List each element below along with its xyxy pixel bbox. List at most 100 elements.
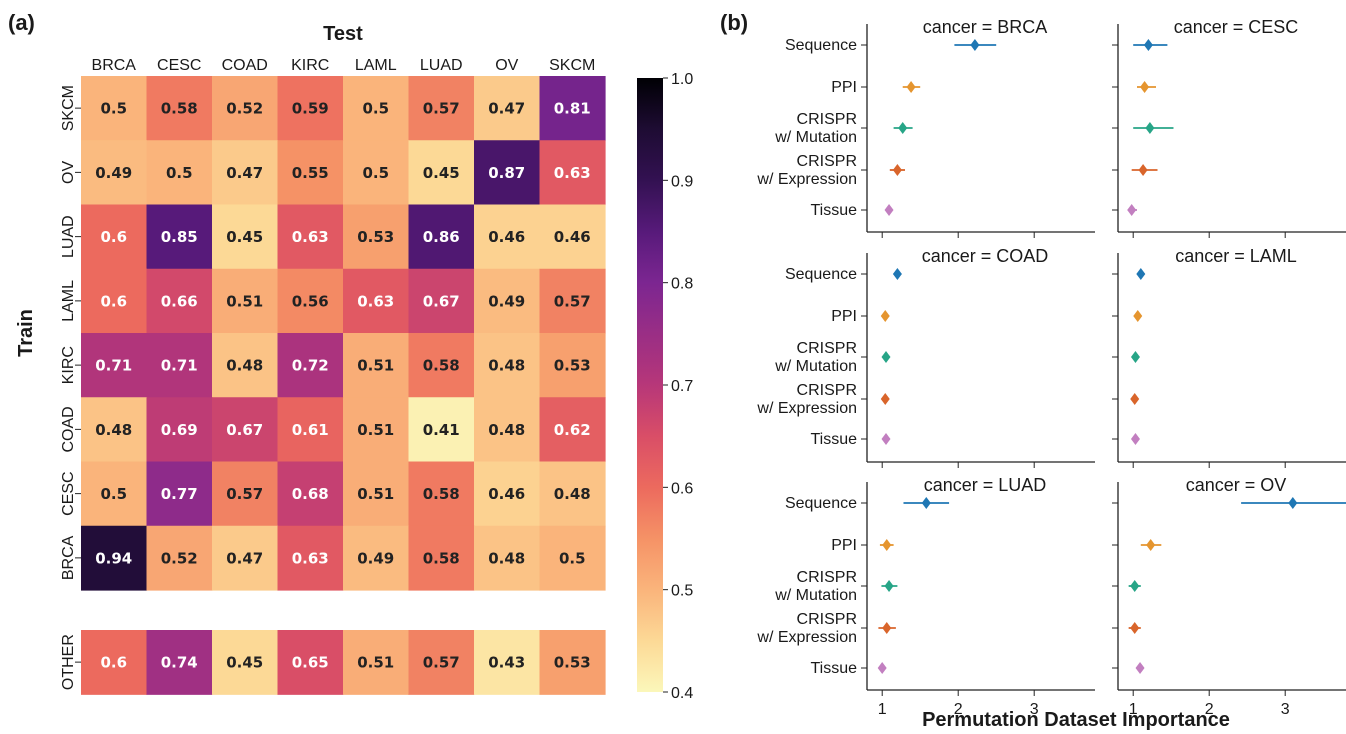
cell-value: 0.5: [100, 485, 127, 503]
point-marker: [1135, 662, 1145, 674]
dotplot-panel: cancer = BRCA Sequence PPI CRISPR w/ Mutatio…: [756, 17, 1346, 731]
cell-value: 0.48: [488, 357, 525, 375]
cell-value: 0.51: [357, 421, 394, 439]
heatmap-cell: [408, 204, 475, 270]
heatmap-cell: [539, 76, 606, 141]
category-label-line: w/ Expression: [756, 171, 857, 188]
cell-value: 0.57: [423, 654, 460, 672]
cell-value: 0.74: [161, 654, 198, 672]
category-label: CRISPR w/ Expression: [756, 153, 857, 188]
y-tick-label: CESC: [60, 471, 77, 515]
x-axis-title: Permutation Dataset Importance: [922, 709, 1230, 731]
heatmap-cell: [343, 630, 410, 695]
x-tick-label: OV: [495, 57, 518, 74]
heatmap-cell: [146, 204, 213, 270]
category-label-line: CRISPR: [797, 611, 857, 628]
x-tick-label: 3: [1030, 701, 1039, 718]
category-label: Tissue: [810, 431, 857, 448]
heatmap-cell: [146, 268, 213, 334]
cell-value: 0.52: [161, 549, 198, 567]
cell-value: 0.51: [357, 654, 394, 672]
point-marker: [970, 39, 980, 51]
cell-value: 0.71: [95, 357, 132, 375]
category-label-line: PPI: [831, 537, 857, 554]
heatmap-cell: [474, 140, 541, 206]
point-marker: [881, 351, 891, 363]
category-label: CRISPR w/ Expression: [756, 382, 857, 417]
point-marker: [1143, 39, 1153, 51]
x-tick-label: CESC: [157, 57, 201, 74]
point-marker: [880, 310, 890, 322]
heatmap-cell: [81, 76, 148, 141]
cell-value: 0.69: [161, 421, 198, 439]
category-label-line: CRISPR: [797, 569, 857, 586]
heatmap-cell: [277, 333, 344, 398]
panel-label-a: (a): [8, 10, 35, 35]
x-tick-label: 1: [878, 701, 887, 718]
x-tick-label: SKCM: [549, 57, 595, 74]
category-label: Tissue: [810, 202, 857, 219]
heatmap-cell: [146, 333, 213, 398]
point-marker: [884, 204, 894, 216]
cell-value: 0.45: [226, 228, 263, 246]
cell-value: 0.58: [423, 357, 460, 375]
cell-value: 0.48: [95, 421, 132, 439]
point-marker: [892, 164, 902, 176]
heatmap-cell: [474, 525, 541, 591]
point-marker: [1133, 310, 1143, 322]
cell-value: 0.56: [292, 292, 329, 310]
y-tick-label: COAD: [60, 406, 77, 452]
heatmap-cell: [146, 630, 213, 695]
category-label-line: PPI: [831, 79, 857, 96]
category-label-line: Tissue: [810, 202, 857, 219]
colorbar-tick-label: 0.5: [671, 583, 693, 600]
point-marker: [1130, 580, 1140, 592]
cell-value: 0.81: [554, 100, 591, 118]
category-label: PPI: [831, 308, 857, 325]
category-label-line: Sequence: [785, 266, 857, 283]
cell-value: 0.5: [559, 549, 586, 567]
heatmap-cell: [81, 461, 148, 527]
cell-value: 0.62: [554, 421, 591, 439]
category-label: CRISPR w/ Mutation: [774, 569, 857, 604]
colorbar: [637, 78, 663, 692]
point-marker: [1140, 81, 1150, 93]
x-tick-label: 1: [1129, 701, 1138, 718]
cell-value: 0.58: [161, 100, 198, 118]
colorbar-tick-label: 0.7: [671, 378, 693, 395]
heatmap-cell: [81, 268, 148, 334]
heatmap-cell: [212, 204, 279, 270]
cell-value: 0.53: [357, 228, 394, 246]
cell-value: 0.86: [423, 228, 460, 246]
category-label: Sequence: [785, 37, 857, 54]
heatmap-cell: [277, 140, 344, 206]
point-marker: [892, 268, 902, 280]
cell-value: 0.53: [554, 357, 591, 375]
cell-value: 0.63: [292, 228, 329, 246]
category-label-line: CRISPR: [797, 111, 857, 128]
facet-title: cancer = BRCA: [923, 17, 1048, 37]
cell-value: 0.47: [488, 100, 525, 118]
heatmap-cell: [539, 268, 606, 334]
heatmap-cell: [212, 268, 279, 334]
cell-value: 0.43: [488, 654, 525, 672]
category-label-line: Tissue: [810, 660, 857, 677]
heatmap-cell: [343, 333, 410, 398]
heatmap-cell: [474, 397, 541, 463]
heatmap-cell: [539, 630, 606, 695]
cell-value: 0.51: [357, 485, 394, 503]
cell-value: 0.63: [357, 292, 394, 310]
heatmap-cell: [212, 461, 279, 527]
y-tick-label: LAML: [60, 280, 77, 322]
point-marker: [884, 580, 894, 592]
cell-value: 0.85: [161, 228, 198, 246]
cell-value: 0.68: [292, 485, 329, 503]
cell-value: 0.49: [357, 549, 394, 567]
heatmap-cell: [539, 461, 606, 527]
category-label-line: w/ Expression: [756, 629, 857, 646]
heatmap-cell: [343, 140, 410, 206]
cell-value: 0.67: [423, 292, 460, 310]
heatmap-cell: [343, 76, 410, 141]
